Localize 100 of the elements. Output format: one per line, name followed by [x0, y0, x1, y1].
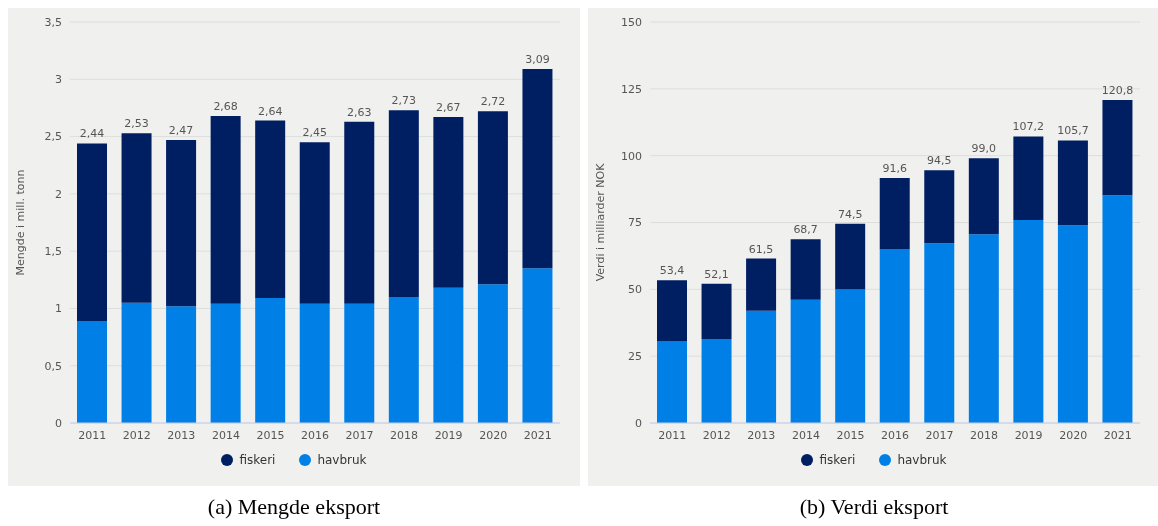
- bar: [657, 280, 687, 342]
- y-tick-label: 100: [621, 149, 642, 163]
- x-tick-label: 2017: [925, 428, 954, 442]
- bar: [344, 303, 375, 423]
- bar: [1013, 136, 1044, 221]
- y-tick-label: 1,5: [44, 245, 62, 259]
- bar: [210, 303, 241, 423]
- x-tick-label: 2021: [1103, 428, 1132, 442]
- x-tick-label: 2020: [1059, 428, 1088, 442]
- bar: [968, 234, 999, 423]
- total-label: 52,1: [704, 267, 729, 281]
- bar: [522, 268, 553, 423]
- bar: [477, 111, 508, 285]
- total-label: 61,5: [748, 242, 774, 256]
- bar: [522, 68, 553, 269]
- x-tick-label: 2017: [345, 428, 374, 442]
- x-tick-label: 2019: [434, 428, 463, 442]
- bar: [77, 321, 107, 423]
- total-label: 91,6: [882, 162, 907, 176]
- total-label: 2,44: [79, 127, 105, 141]
- x-tick-label: 2016: [301, 428, 329, 442]
- bar: [1057, 140, 1088, 226]
- bar: [388, 110, 419, 297]
- total-label: 2,67: [436, 101, 461, 115]
- bar: [166, 306, 197, 423]
- y-tick-label: 3,5: [44, 15, 62, 29]
- y-tick-label: 50: [628, 283, 642, 297]
- total-label: 53,4: [659, 264, 685, 278]
- x-tick-label: 2014: [211, 428, 240, 442]
- total-label: 3,09: [525, 52, 550, 66]
- total-label: 2,63: [347, 105, 372, 119]
- y-axis-title: Mengde i mill. tonn: [13, 169, 27, 276]
- total-label: 105,7: [1057, 124, 1089, 138]
- y-tick-label: 0,5: [44, 359, 62, 373]
- bar: [701, 283, 732, 340]
- bar: [835, 223, 866, 290]
- bar: [701, 339, 732, 423]
- y-axis-title: Verdi i milliarder NOK: [593, 162, 607, 282]
- y-tick-label: 25: [628, 350, 642, 364]
- legend-label: fiskeri: [238, 453, 276, 467]
- total-label: 2,45: [302, 126, 327, 140]
- bar: [166, 140, 197, 307]
- bar: [477, 284, 508, 423]
- total-label: 2,64: [257, 104, 283, 118]
- bar: [1057, 225, 1088, 423]
- total-label: 120,8: [1101, 84, 1134, 98]
- bar: [1013, 220, 1044, 423]
- text: (b) Verdi eksport: [798, 494, 950, 520]
- bar: [77, 143, 107, 322]
- y-tick-label: 150: [621, 15, 642, 29]
- y-tick-label: 75: [628, 216, 642, 230]
- y-tick-label: 0: [635, 416, 642, 430]
- x-tick-label: 2012: [122, 428, 151, 442]
- bar: [746, 258, 777, 311]
- bar: [924, 243, 955, 423]
- bar: [388, 296, 419, 423]
- total-label: 2,68: [213, 99, 238, 113]
- total-label: 2,72: [480, 95, 506, 109]
- legend-label: fiskeri: [818, 453, 856, 467]
- x-tick-label: 2012: [702, 428, 731, 442]
- bar: [790, 299, 821, 423]
- bar: [879, 249, 910, 423]
- x-tick-label: 2013: [747, 428, 776, 442]
- bar: [924, 170, 955, 244]
- x-tick-label: 2021: [523, 428, 552, 442]
- legend-label: havbruk: [896, 453, 947, 467]
- x-tick-label: 2018: [390, 428, 419, 442]
- bar: [255, 120, 286, 299]
- y-tick-label: 2,5: [44, 130, 62, 144]
- x-tick-label: 2011: [658, 428, 687, 442]
- x-tick-label: 2016: [881, 428, 909, 442]
- total-label: 74,5: [837, 207, 863, 221]
- bar: [299, 142, 330, 304]
- total-label: 94,5: [927, 154, 952, 168]
- x-tick-label: 2020: [479, 428, 508, 442]
- bar: [433, 117, 464, 288]
- bar: [835, 289, 866, 423]
- bar: [1102, 195, 1133, 423]
- y-tick-label: 1: [55, 302, 62, 316]
- total-label: 99,0: [971, 142, 997, 156]
- bar: [879, 178, 910, 250]
- x-tick-label: 2015: [836, 428, 865, 442]
- bar: [121, 133, 152, 303]
- y-tick-label: 2: [55, 187, 62, 201]
- x-tick-label: 2018: [970, 428, 999, 442]
- bar: [344, 121, 375, 304]
- bar: [1102, 100, 1133, 196]
- total-label: 68,7: [793, 223, 818, 237]
- bar: [121, 302, 152, 423]
- x-tick-label: 2011: [78, 428, 107, 442]
- bar: [255, 298, 286, 423]
- y-tick-label: 0: [55, 416, 62, 430]
- bar: [968, 158, 999, 235]
- x-tick-label: 2019: [1014, 428, 1043, 442]
- bar: [790, 239, 821, 300]
- legend-label: havbruk: [316, 453, 367, 467]
- x-tick-label: 2014: [791, 428, 820, 442]
- bar: [299, 303, 330, 423]
- total-label: 107,2: [1012, 120, 1045, 134]
- total-label: 2,73: [391, 94, 417, 108]
